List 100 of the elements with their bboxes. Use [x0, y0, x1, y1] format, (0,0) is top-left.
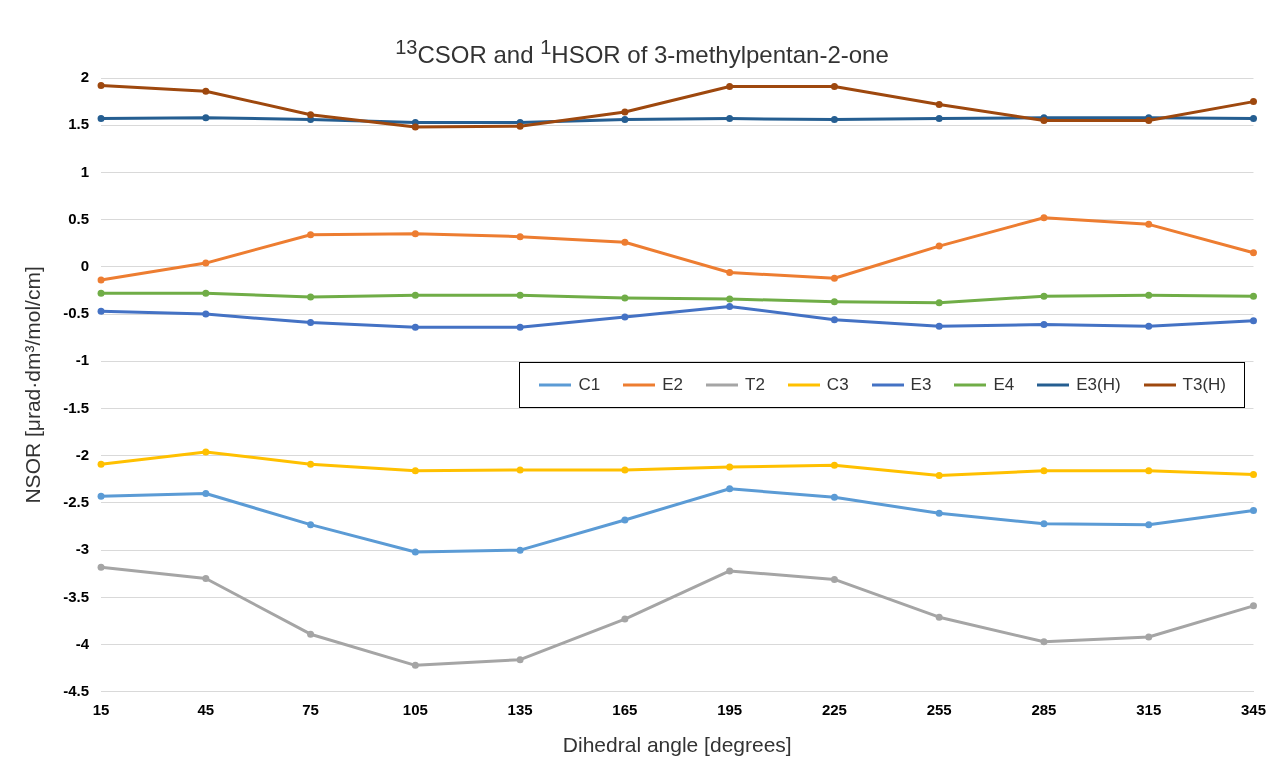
point — [307, 460, 315, 468]
x-tick-label: 75 — [302, 700, 319, 718]
point — [1249, 471, 1257, 479]
y-tick-label: 1 — [80, 162, 90, 180]
y-tick-label: -3 — [75, 540, 90, 558]
x-tick-label: 285 — [1031, 700, 1057, 718]
point — [935, 472, 943, 480]
point — [726, 303, 734, 311]
point — [621, 108, 629, 116]
point — [621, 466, 629, 474]
point — [621, 615, 629, 623]
y-tick-label: 2 — [80, 68, 90, 86]
y-tick-label: -2 — [75, 445, 90, 463]
point — [97, 492, 105, 500]
y-tick-label: 0 — [80, 257, 90, 274]
point — [202, 289, 210, 297]
point — [1040, 467, 1048, 475]
point — [411, 230, 419, 238]
legend-label: C3 — [826, 374, 849, 395]
point — [1040, 520, 1048, 528]
point — [935, 299, 943, 307]
point — [1249, 249, 1257, 257]
point — [1145, 291, 1153, 299]
legend-label: T2 — [745, 374, 765, 395]
y-tick-label: -4 — [75, 634, 90, 652]
point — [726, 567, 734, 575]
point — [1040, 292, 1048, 300]
point — [307, 111, 315, 119]
point — [726, 269, 734, 277]
point — [97, 289, 105, 297]
point — [516, 122, 524, 130]
point — [830, 461, 838, 469]
point — [516, 546, 524, 554]
legend-label: E3 — [910, 374, 932, 395]
point — [1249, 98, 1257, 106]
point — [202, 114, 210, 122]
y-tick-label: -2.5 — [63, 493, 90, 511]
point — [830, 83, 838, 90]
point — [830, 274, 838, 282]
point — [1040, 320, 1048, 328]
x-tick-label: 135 — [507, 700, 533, 718]
point — [830, 575, 838, 583]
point — [516, 323, 524, 331]
point — [202, 87, 210, 95]
y-tick-label: -3.5 — [63, 587, 90, 605]
point — [307, 231, 315, 239]
x-tick-label: 105 — [402, 700, 428, 718]
point — [516, 291, 524, 299]
point — [1249, 317, 1257, 325]
point — [411, 323, 419, 331]
point — [1145, 633, 1153, 641]
point — [202, 310, 210, 318]
point — [411, 123, 419, 131]
x-tick-label: 225 — [821, 700, 847, 718]
y-tick-label: -1.5 — [63, 398, 90, 416]
point — [202, 490, 210, 497]
point — [97, 276, 105, 284]
point — [621, 294, 629, 302]
point — [621, 516, 629, 524]
legend-label: E2 — [662, 374, 684, 395]
x-tick-label: 255 — [926, 700, 952, 718]
point — [935, 322, 943, 330]
point — [1145, 521, 1153, 529]
x-tick-label: 45 — [197, 700, 215, 718]
point — [97, 115, 105, 123]
x-tick-label: 15 — [92, 700, 110, 718]
chart-title: $^{13}$CSOR and $^{1}$HSOR of 3-methylpentan-2-one — [394, 36, 890, 69]
point — [97, 82, 105, 90]
point — [935, 509, 943, 517]
point — [516, 233, 524, 241]
legend-label: E3(H) — [1076, 374, 1121, 395]
point — [97, 563, 105, 571]
point — [935, 115, 943, 123]
point — [1145, 467, 1153, 475]
point — [411, 467, 419, 475]
y-tick-label: 1.5 — [68, 115, 90, 133]
point — [516, 466, 524, 474]
point — [621, 313, 629, 321]
point — [202, 574, 210, 582]
x-tick-label: 195 — [717, 700, 743, 718]
legend-label: T3(H) — [1182, 374, 1227, 395]
point — [411, 291, 419, 299]
point — [935, 100, 943, 108]
x-axis-title: Dihedral angle [degrees] — [562, 733, 792, 757]
point — [307, 630, 315, 638]
legend-label: C1 — [578, 374, 601, 395]
point — [1249, 602, 1257, 610]
point — [97, 460, 105, 468]
point — [516, 656, 524, 664]
point — [202, 259, 210, 267]
point — [621, 116, 629, 124]
point — [307, 521, 315, 529]
point — [202, 448, 210, 456]
point — [97, 307, 105, 315]
point — [1249, 292, 1257, 300]
x-tick-label: 315 — [1136, 700, 1162, 718]
point — [1145, 220, 1153, 228]
point — [726, 295, 734, 303]
point — [1249, 506, 1257, 514]
point — [307, 319, 315, 327]
